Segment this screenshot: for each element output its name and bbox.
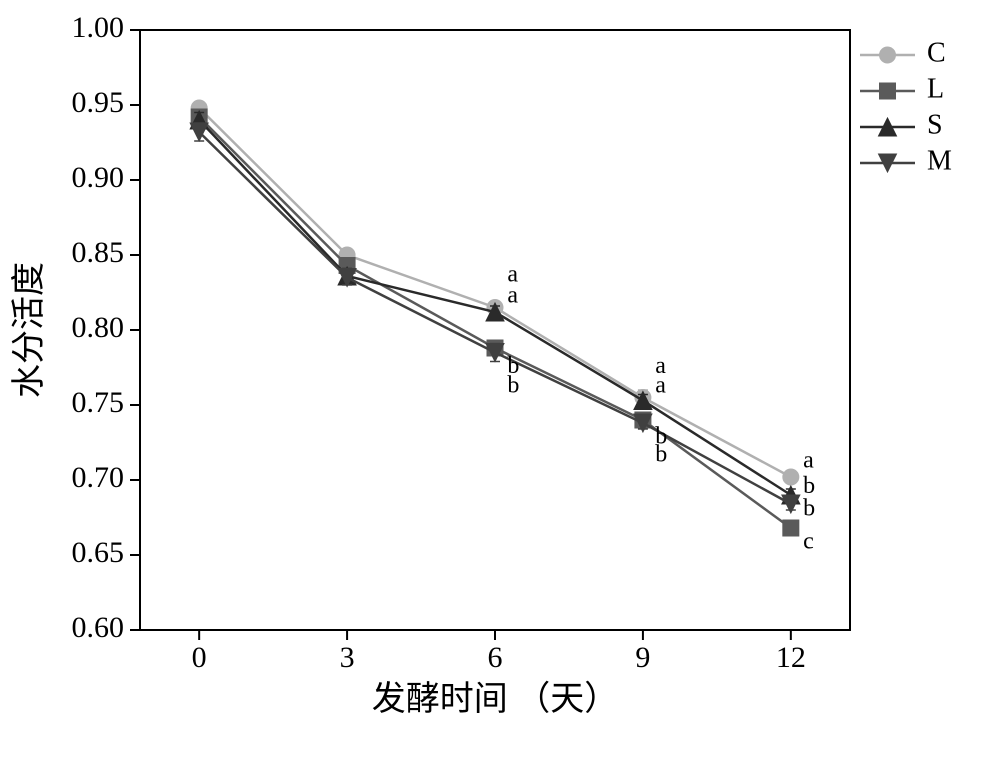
annotation-label: b (507, 373, 519, 399)
y-tick-label: 0.60 (72, 611, 125, 644)
y-tick-label: 1.00 (72, 11, 125, 44)
y-tick-label: 0.85 (72, 236, 125, 269)
legend-label: M (927, 145, 952, 176)
x-tick-label: 12 (776, 641, 806, 674)
plot-frame (140, 30, 850, 630)
annotation-label: c (803, 529, 814, 555)
legend-label: C (927, 37, 946, 68)
annotation-label: b (655, 442, 667, 468)
annotation-label: b (803, 496, 815, 522)
x-axis-title: 发酵时间 （天） (372, 680, 619, 718)
marker-square (880, 83, 896, 99)
legend: CLSM (860, 37, 952, 176)
x-tick-label: 3 (340, 641, 355, 674)
series-L (191, 109, 799, 536)
y-tick-label: 0.95 (72, 86, 125, 119)
legend-label: S (927, 109, 943, 140)
y-tick-label: 0.90 (72, 161, 125, 194)
x-tick-label: 0 (192, 641, 207, 674)
y-tick-label: 0.80 (72, 311, 125, 344)
line-chart: 0.60 0.65 0.70 0.75 0.80 0.85 0.90 0.95 1.00 0 3 6 9… (0, 0, 1000, 758)
x-tick-label: 9 (635, 641, 650, 674)
y-tick-label: 0.75 (72, 386, 125, 419)
series-S (190, 111, 800, 504)
annotation-label: a (507, 283, 518, 309)
marker-square (783, 520, 799, 536)
y-axis-title: 水分活度 (10, 262, 48, 398)
x-tick-label: 6 (488, 641, 503, 674)
y-tick-label: 0.70 (72, 461, 125, 494)
series-line (199, 108, 791, 477)
series-C (191, 100, 799, 485)
y-tick-label: 0.65 (72, 536, 125, 569)
legend-label: L (927, 73, 944, 104)
chart-container: 0.60 0.65 0.70 0.75 0.80 0.85 0.90 0.95 1.00 0 3 6 9… (0, 0, 1000, 758)
annotation-label: a (655, 373, 666, 399)
marker-circle (783, 469, 799, 485)
annotation-label: a (803, 448, 814, 474)
series-line (199, 117, 791, 528)
marker-circle (880, 47, 896, 63)
